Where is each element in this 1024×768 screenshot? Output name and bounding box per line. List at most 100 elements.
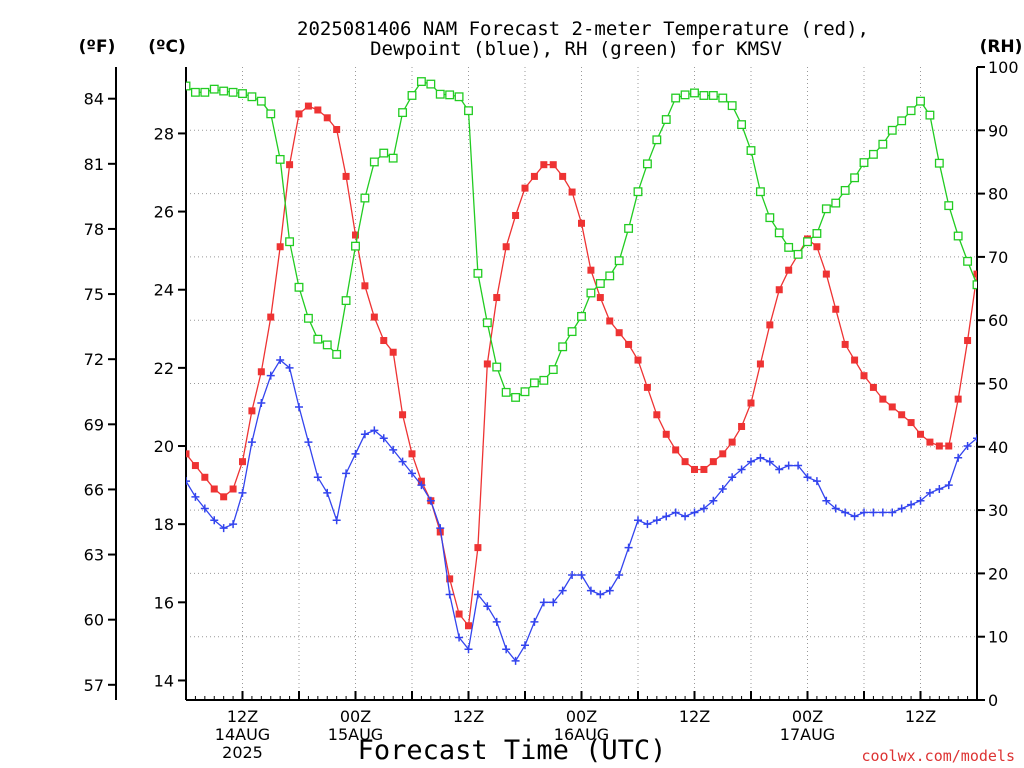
- dewpoint-point: [238, 488, 247, 497]
- dewpoint-point: [445, 590, 454, 599]
- rh-point: [256, 96, 266, 106]
- rh-tick-label: 40: [988, 438, 1008, 457]
- celsius-tick-label: 14: [154, 671, 174, 690]
- temperature-point: [267, 313, 275, 321]
- dewpoint-point: [615, 570, 624, 579]
- dewpoint-point: [671, 508, 680, 517]
- dewpoint-point: [398, 457, 407, 466]
- rh-tick-label: 100: [988, 58, 1019, 77]
- temperature-point: [257, 368, 265, 376]
- temperature-point: [493, 294, 501, 302]
- temperature-point: [455, 610, 463, 618]
- rh-point: [765, 213, 775, 223]
- temperature-point: [954, 395, 962, 403]
- rh-point: [426, 79, 436, 89]
- dewpoint-point: [379, 434, 388, 443]
- temperature-point: [964, 337, 972, 345]
- rh-point: [708, 91, 718, 100]
- temperature-point: [634, 356, 642, 364]
- dewpoint-point: [992, 411, 1000, 419]
- dewpoint-point: [624, 543, 633, 552]
- rh-axis-label: (RH): [980, 37, 1023, 57]
- rh-point: [398, 108, 408, 118]
- fahrenheit-tick-label: 66: [84, 480, 104, 499]
- dewpoint-point: [803, 473, 812, 482]
- rh-point: [727, 101, 737, 111]
- dewpoint-point: [878, 508, 887, 517]
- rh-point: [219, 86, 229, 96]
- x-tick-label: 12Z: [679, 707, 710, 726]
- dewpoint-point: [285, 363, 294, 372]
- rh-point: [247, 92, 257, 102]
- dewpoint-point: [549, 598, 558, 607]
- dewpoint-point: [577, 570, 586, 579]
- rh-point: [925, 110, 935, 120]
- temperature-point: [295, 110, 303, 118]
- temperature-point: [333, 126, 341, 134]
- dewpoint-point: [417, 481, 426, 490]
- dewpoint-point: [888, 508, 897, 517]
- rh-point: [464, 106, 473, 116]
- temperature-point: [643, 383, 651, 391]
- rh-point: [369, 157, 379, 167]
- rh-point: [887, 125, 897, 135]
- temperature-point: [483, 360, 491, 368]
- rh-point: [266, 109, 276, 119]
- rh-tick-label: 50: [988, 375, 1008, 394]
- fahrenheit-tick-label: 75: [84, 285, 104, 304]
- temperature-point: [691, 465, 698, 473]
- temperature-point: [766, 321, 774, 329]
- rh-tick-label: 80: [988, 185, 1008, 204]
- dewpoint-point: [699, 504, 708, 513]
- rh-point: [548, 365, 558, 375]
- rh-point: [831, 198, 841, 208]
- rh-point: [407, 91, 417, 100]
- temperature-point: [549, 161, 557, 169]
- dewpoint-point: [455, 633, 464, 642]
- dewpoint-line: [186, 359, 977, 663]
- rh-point: [963, 256, 973, 266]
- temperature-point: [342, 172, 350, 180]
- series-layer: [186, 77, 1009, 665]
- rh-point: [812, 229, 822, 238]
- dewpoint-point: [1001, 403, 1009, 411]
- temperature-point: [728, 438, 736, 446]
- rh-point: [294, 282, 304, 292]
- x-tick-label: 12Z: [905, 707, 936, 726]
- temperature-point: [530, 172, 538, 180]
- dewpoint-point: [229, 520, 238, 529]
- rh-tick-label: 20: [988, 564, 1008, 583]
- rh-point: [473, 268, 483, 278]
- fahrenheit-tick-label: 78: [84, 220, 104, 239]
- rh-point: [445, 90, 455, 100]
- fahrenheit-tick-label: 69: [84, 415, 104, 434]
- credit-label: coolwx.com/models: [861, 747, 1015, 765]
- temperature-point: [672, 446, 680, 454]
- temperature-point: [578, 219, 585, 227]
- temperature-point: [869, 383, 877, 391]
- dewpoint-point: [210, 516, 219, 525]
- temperature-point: [625, 340, 633, 348]
- dewpoint-point: [266, 371, 275, 380]
- dewpoint-point: [332, 516, 341, 525]
- dewpoint-point: [436, 524, 445, 533]
- rh-point: [859, 158, 869, 168]
- temperature-point: [389, 348, 397, 356]
- dewpoint-point: [370, 426, 379, 435]
- dewpoint-point: [973, 434, 977, 443]
- dewpoint-point: [831, 504, 840, 513]
- dewpoint-point: [200, 504, 209, 513]
- dewpoint-point: [841, 508, 850, 517]
- rh-tick-label: 60: [988, 311, 1008, 330]
- dewpoint-point: [784, 461, 793, 470]
- dewpoint-point: [219, 524, 228, 533]
- celsius-tick-label: 16: [154, 593, 174, 612]
- dewpoint-point: [483, 602, 492, 611]
- dewpoint-point: [586, 586, 595, 595]
- rh-point: [878, 139, 888, 149]
- temperature-point: [662, 430, 670, 438]
- rh-point: [680, 90, 690, 100]
- dewpoint-point: [634, 516, 642, 525]
- series-clip-group: [186, 77, 1009, 665]
- rh-point: [934, 158, 944, 168]
